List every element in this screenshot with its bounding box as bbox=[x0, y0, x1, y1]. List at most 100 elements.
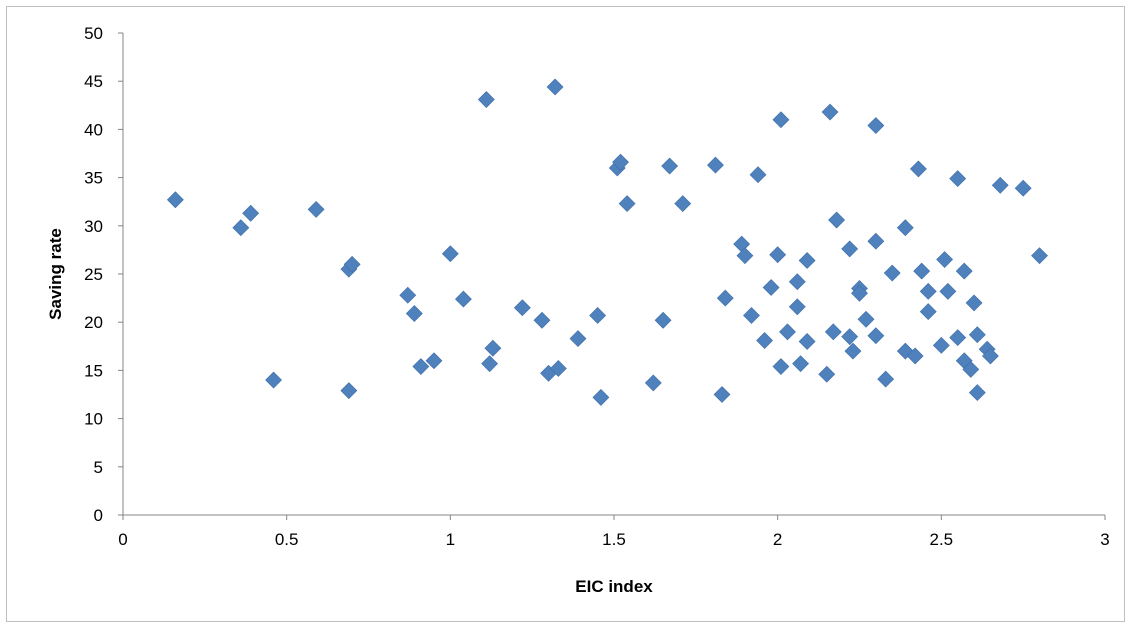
data-point bbox=[481, 355, 499, 373]
data-point bbox=[949, 170, 967, 187]
data-point bbox=[618, 195, 636, 213]
tick-marks bbox=[118, 32, 1106, 520]
data-point bbox=[654, 311, 672, 329]
data-point bbox=[828, 211, 846, 229]
data-point bbox=[343, 255, 361, 273]
y-tick-label: 20 bbox=[84, 313, 103, 332]
data-point bbox=[909, 160, 927, 178]
data-point bbox=[674, 195, 692, 213]
y-axis-title: Saving rate bbox=[46, 228, 65, 320]
data-point bbox=[592, 388, 610, 406]
data-point bbox=[955, 262, 973, 280]
data-point bbox=[756, 332, 773, 349]
data-point bbox=[661, 157, 679, 175]
data-point bbox=[779, 323, 796, 341]
data-point bbox=[772, 111, 790, 129]
data-point bbox=[841, 328, 859, 346]
data-point bbox=[1014, 179, 1032, 197]
y-tick-label: 5 bbox=[94, 458, 103, 477]
data-point bbox=[919, 303, 937, 321]
data-point bbox=[792, 355, 810, 373]
data-point bbox=[232, 219, 250, 237]
data-point bbox=[546, 78, 564, 96]
scatter-chart: 0 0.5 1 1.5 2 2.5 3 0 5 10 15 20 25 30 35 40 45 50 EIC i… bbox=[46, 24, 1110, 596]
data-point bbox=[412, 358, 430, 375]
data-point bbox=[844, 342, 862, 360]
data-point bbox=[919, 282, 937, 300]
x-tick-label: 1 bbox=[446, 530, 455, 549]
x-axis-title: EIC index bbox=[575, 577, 653, 596]
y-tick-label: 15 bbox=[84, 361, 103, 380]
data-point bbox=[707, 156, 724, 174]
data-point bbox=[857, 310, 875, 328]
data-point bbox=[425, 352, 443, 370]
data-point bbox=[932, 336, 950, 354]
y-tick-label: 35 bbox=[84, 169, 103, 188]
data-point bbox=[513, 299, 531, 317]
data-point bbox=[798, 252, 816, 269]
data-point bbox=[962, 361, 980, 378]
data-point bbox=[743, 307, 760, 324]
y-tick-label: 40 bbox=[84, 120, 103, 139]
data-point bbox=[936, 251, 954, 268]
x-tick-label: 3 bbox=[1100, 530, 1109, 549]
data-point bbox=[762, 279, 780, 296]
data-point bbox=[821, 103, 839, 121]
data-point bbox=[716, 289, 734, 307]
data-points bbox=[166, 78, 1048, 406]
data-point bbox=[1031, 247, 1048, 265]
y-tick-label: 25 bbox=[84, 265, 103, 284]
data-point bbox=[455, 290, 472, 308]
data-point bbox=[549, 360, 567, 377]
data-point bbox=[736, 247, 754, 265]
x-tick-label: 2.5 bbox=[930, 530, 954, 549]
y-tick-label: 50 bbox=[84, 24, 103, 43]
data-point bbox=[906, 347, 924, 365]
data-point bbox=[991, 176, 1009, 194]
data-point bbox=[772, 358, 790, 375]
chart-frame: 0 0.5 1 1.5 2 2.5 3 0 5 10 15 20 25 30 35 40 45 50 EIC i… bbox=[6, 6, 1125, 622]
data-point bbox=[441, 245, 459, 263]
data-point bbox=[883, 264, 901, 282]
x-tick-label: 2 bbox=[773, 530, 782, 549]
data-point bbox=[307, 200, 325, 218]
y-tick-label: 10 bbox=[84, 410, 103, 429]
data-point bbox=[589, 307, 607, 324]
data-point bbox=[788, 273, 806, 291]
x-tick-label: 0.5 bbox=[275, 530, 299, 549]
y-tick-labels: 0 5 10 15 20 25 30 35 40 45 50 bbox=[84, 24, 103, 525]
x-tick-label: 0 bbox=[118, 530, 127, 549]
data-point bbox=[749, 166, 767, 184]
data-point bbox=[949, 329, 967, 347]
x-tick-labels: 0 0.5 1 1.5 2 2.5 3 bbox=[118, 530, 1109, 549]
data-point bbox=[569, 330, 587, 348]
data-point bbox=[265, 371, 282, 389]
data-point bbox=[166, 191, 184, 209]
data-point bbox=[818, 365, 836, 383]
data-point bbox=[788, 298, 806, 316]
data-point bbox=[824, 323, 842, 341]
data-point bbox=[533, 311, 551, 329]
data-point bbox=[867, 117, 885, 134]
data-point bbox=[968, 384, 986, 401]
data-point bbox=[484, 339, 502, 357]
data-point bbox=[769, 246, 787, 264]
x-tick-label: 1.5 bbox=[602, 530, 626, 549]
data-point bbox=[982, 347, 999, 365]
data-point bbox=[798, 333, 816, 350]
y-tick-label: 45 bbox=[84, 72, 103, 91]
data-point bbox=[644, 374, 662, 392]
data-point bbox=[477, 91, 495, 108]
data-point bbox=[913, 262, 931, 280]
data-point bbox=[968, 326, 986, 344]
data-point bbox=[340, 382, 358, 400]
data-point bbox=[242, 204, 260, 222]
axes bbox=[122, 33, 1105, 516]
data-point bbox=[612, 153, 629, 171]
y-tick-label: 0 bbox=[94, 506, 103, 525]
data-point bbox=[841, 240, 859, 258]
data-point bbox=[867, 327, 885, 345]
data-point bbox=[896, 219, 914, 237]
y-tick-label: 30 bbox=[84, 217, 103, 236]
data-point bbox=[877, 370, 895, 388]
